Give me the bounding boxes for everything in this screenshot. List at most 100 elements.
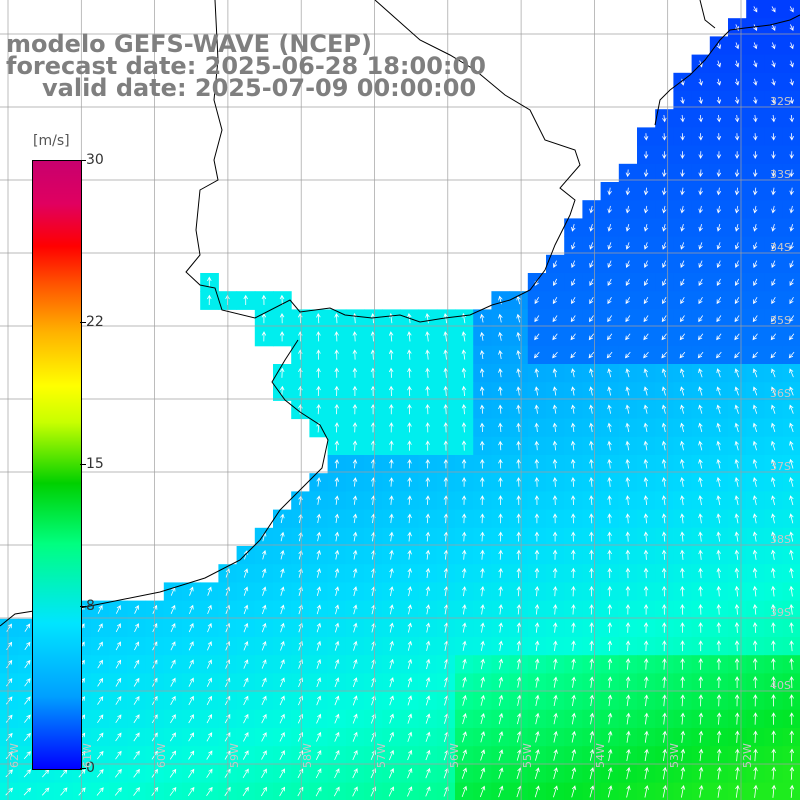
- wind-arrow: [607, 785, 613, 798]
- wind-arrow: [626, 748, 631, 761]
- wind-arrow: [443, 349, 449, 360]
- wind-arrow: [680, 151, 685, 159]
- wind-arrow: [225, 677, 231, 687]
- wind-arrow: [96, 750, 104, 760]
- wind-arrow: [553, 694, 558, 706]
- wind-arrow: [789, 549, 794, 560]
- wind-arrow: [789, 151, 794, 159]
- wind-arrow: [680, 766, 686, 780]
- wind-arrow: [425, 422, 430, 433]
- wind-arrow: [571, 785, 577, 798]
- wind-arrow: [407, 695, 413, 706]
- wind-arrow: [388, 786, 395, 797]
- wind-arrow: [789, 676, 794, 689]
- wind-arrow: [297, 731, 303, 742]
- wind-arrow: [662, 676, 667, 688]
- wind-arrow: [115, 732, 122, 742]
- wind-arrow: [716, 386, 721, 396]
- colorbar-tick-mark: [80, 322, 86, 324]
- wind-arrow: [533, 351, 540, 359]
- wind-arrow: [315, 750, 322, 760]
- wind-arrow: [279, 695, 285, 706]
- wind-arrow: [480, 694, 485, 706]
- wind-arrow: [571, 296, 576, 305]
- wind-arrow: [480, 731, 486, 743]
- wind-arrow: [534, 513, 540, 524]
- wind-arrow: [734, 422, 739, 433]
- wind-arrow: [461, 458, 467, 469]
- wind-arrow: [789, 784, 795, 798]
- wind-arrow: [60, 787, 68, 796]
- wind-arrow: [789, 440, 794, 451]
- wind-arrow: [479, 349, 485, 360]
- wind-arrow: [115, 714, 122, 724]
- wind-arrow: [480, 676, 485, 688]
- wind-arrow: [425, 749, 431, 761]
- wind-arrow: [534, 296, 540, 305]
- wind-arrow: [680, 278, 685, 287]
- wind-arrow: [589, 296, 594, 305]
- wind-arrow: [662, 260, 667, 268]
- wind-arrow: [734, 622, 740, 633]
- wind-arrow: [662, 296, 667, 305]
- wind-arrow: [279, 750, 285, 760]
- wind-arrow: [407, 622, 412, 633]
- wind-arrow: [389, 403, 394, 415]
- wind-arrow: [23, 732, 31, 741]
- wind-arrow: [607, 260, 612, 268]
- wind-arrow: [315, 768, 322, 779]
- wind-arrow: [607, 223, 612, 232]
- wind-arrow: [516, 477, 521, 487]
- wind-arrow: [78, 787, 86, 796]
- wind-arrow: [570, 333, 576, 341]
- wind-arrow: [516, 658, 522, 670]
- wind-arrow: [298, 349, 303, 360]
- wind-arrow: [407, 440, 412, 451]
- wind-arrow: [589, 513, 594, 524]
- wind-arrow: [752, 315, 758, 323]
- wind-arrow: [589, 404, 594, 414]
- wind-arrow: [661, 531, 667, 542]
- wind-arrow: [589, 658, 594, 670]
- wind-arrow: [715, 351, 722, 359]
- wind-arrow: [498, 731, 504, 743]
- wind-arrow: [571, 585, 576, 597]
- wind-arrow: [498, 477, 503, 487]
- colorbar-tick-label: 0: [86, 760, 95, 776]
- wind-arrow: [316, 385, 321, 397]
- wind-arrow: [698, 694, 704, 707]
- wind-arrow: [625, 187, 631, 196]
- wind-arrow: [625, 404, 630, 414]
- wind-arrow: [752, 333, 758, 341]
- wind-arrow: [242, 768, 249, 779]
- wind-arrow: [334, 695, 340, 706]
- wind-arrow: [734, 495, 740, 506]
- wind-arrow: [680, 458, 685, 469]
- wind-arrow: [716, 96, 722, 105]
- wind-arrow: [480, 477, 485, 487]
- wind-arrow: [352, 403, 358, 415]
- wind-arrow: [498, 658, 504, 670]
- lon-label: 61W: [81, 743, 95, 768]
- wind-arrow: [571, 223, 576, 232]
- wind-arrow: [443, 440, 449, 451]
- wind-arrow: [297, 768, 304, 779]
- wind-arrow: [188, 622, 194, 633]
- wind-arrow: [607, 458, 612, 469]
- wind-arrow: [115, 659, 122, 669]
- wind-arrow: [607, 658, 613, 670]
- wind-arrow: [771, 603, 776, 615]
- wind-arrow: [571, 260, 576, 268]
- wind-arrow: [352, 349, 358, 360]
- wind-arrow: [498, 567, 503, 578]
- wind-arrow: [279, 312, 285, 324]
- wind-arrow: [553, 712, 558, 725]
- wind-arrow: [698, 712, 704, 725]
- wind-arrow: [352, 768, 358, 779]
- wind-arrow: [461, 567, 467, 578]
- wind-arrow: [97, 659, 103, 669]
- wind-arrow: [316, 695, 322, 706]
- wind-arrow: [734, 658, 740, 670]
- wind-arrow: [425, 604, 431, 615]
